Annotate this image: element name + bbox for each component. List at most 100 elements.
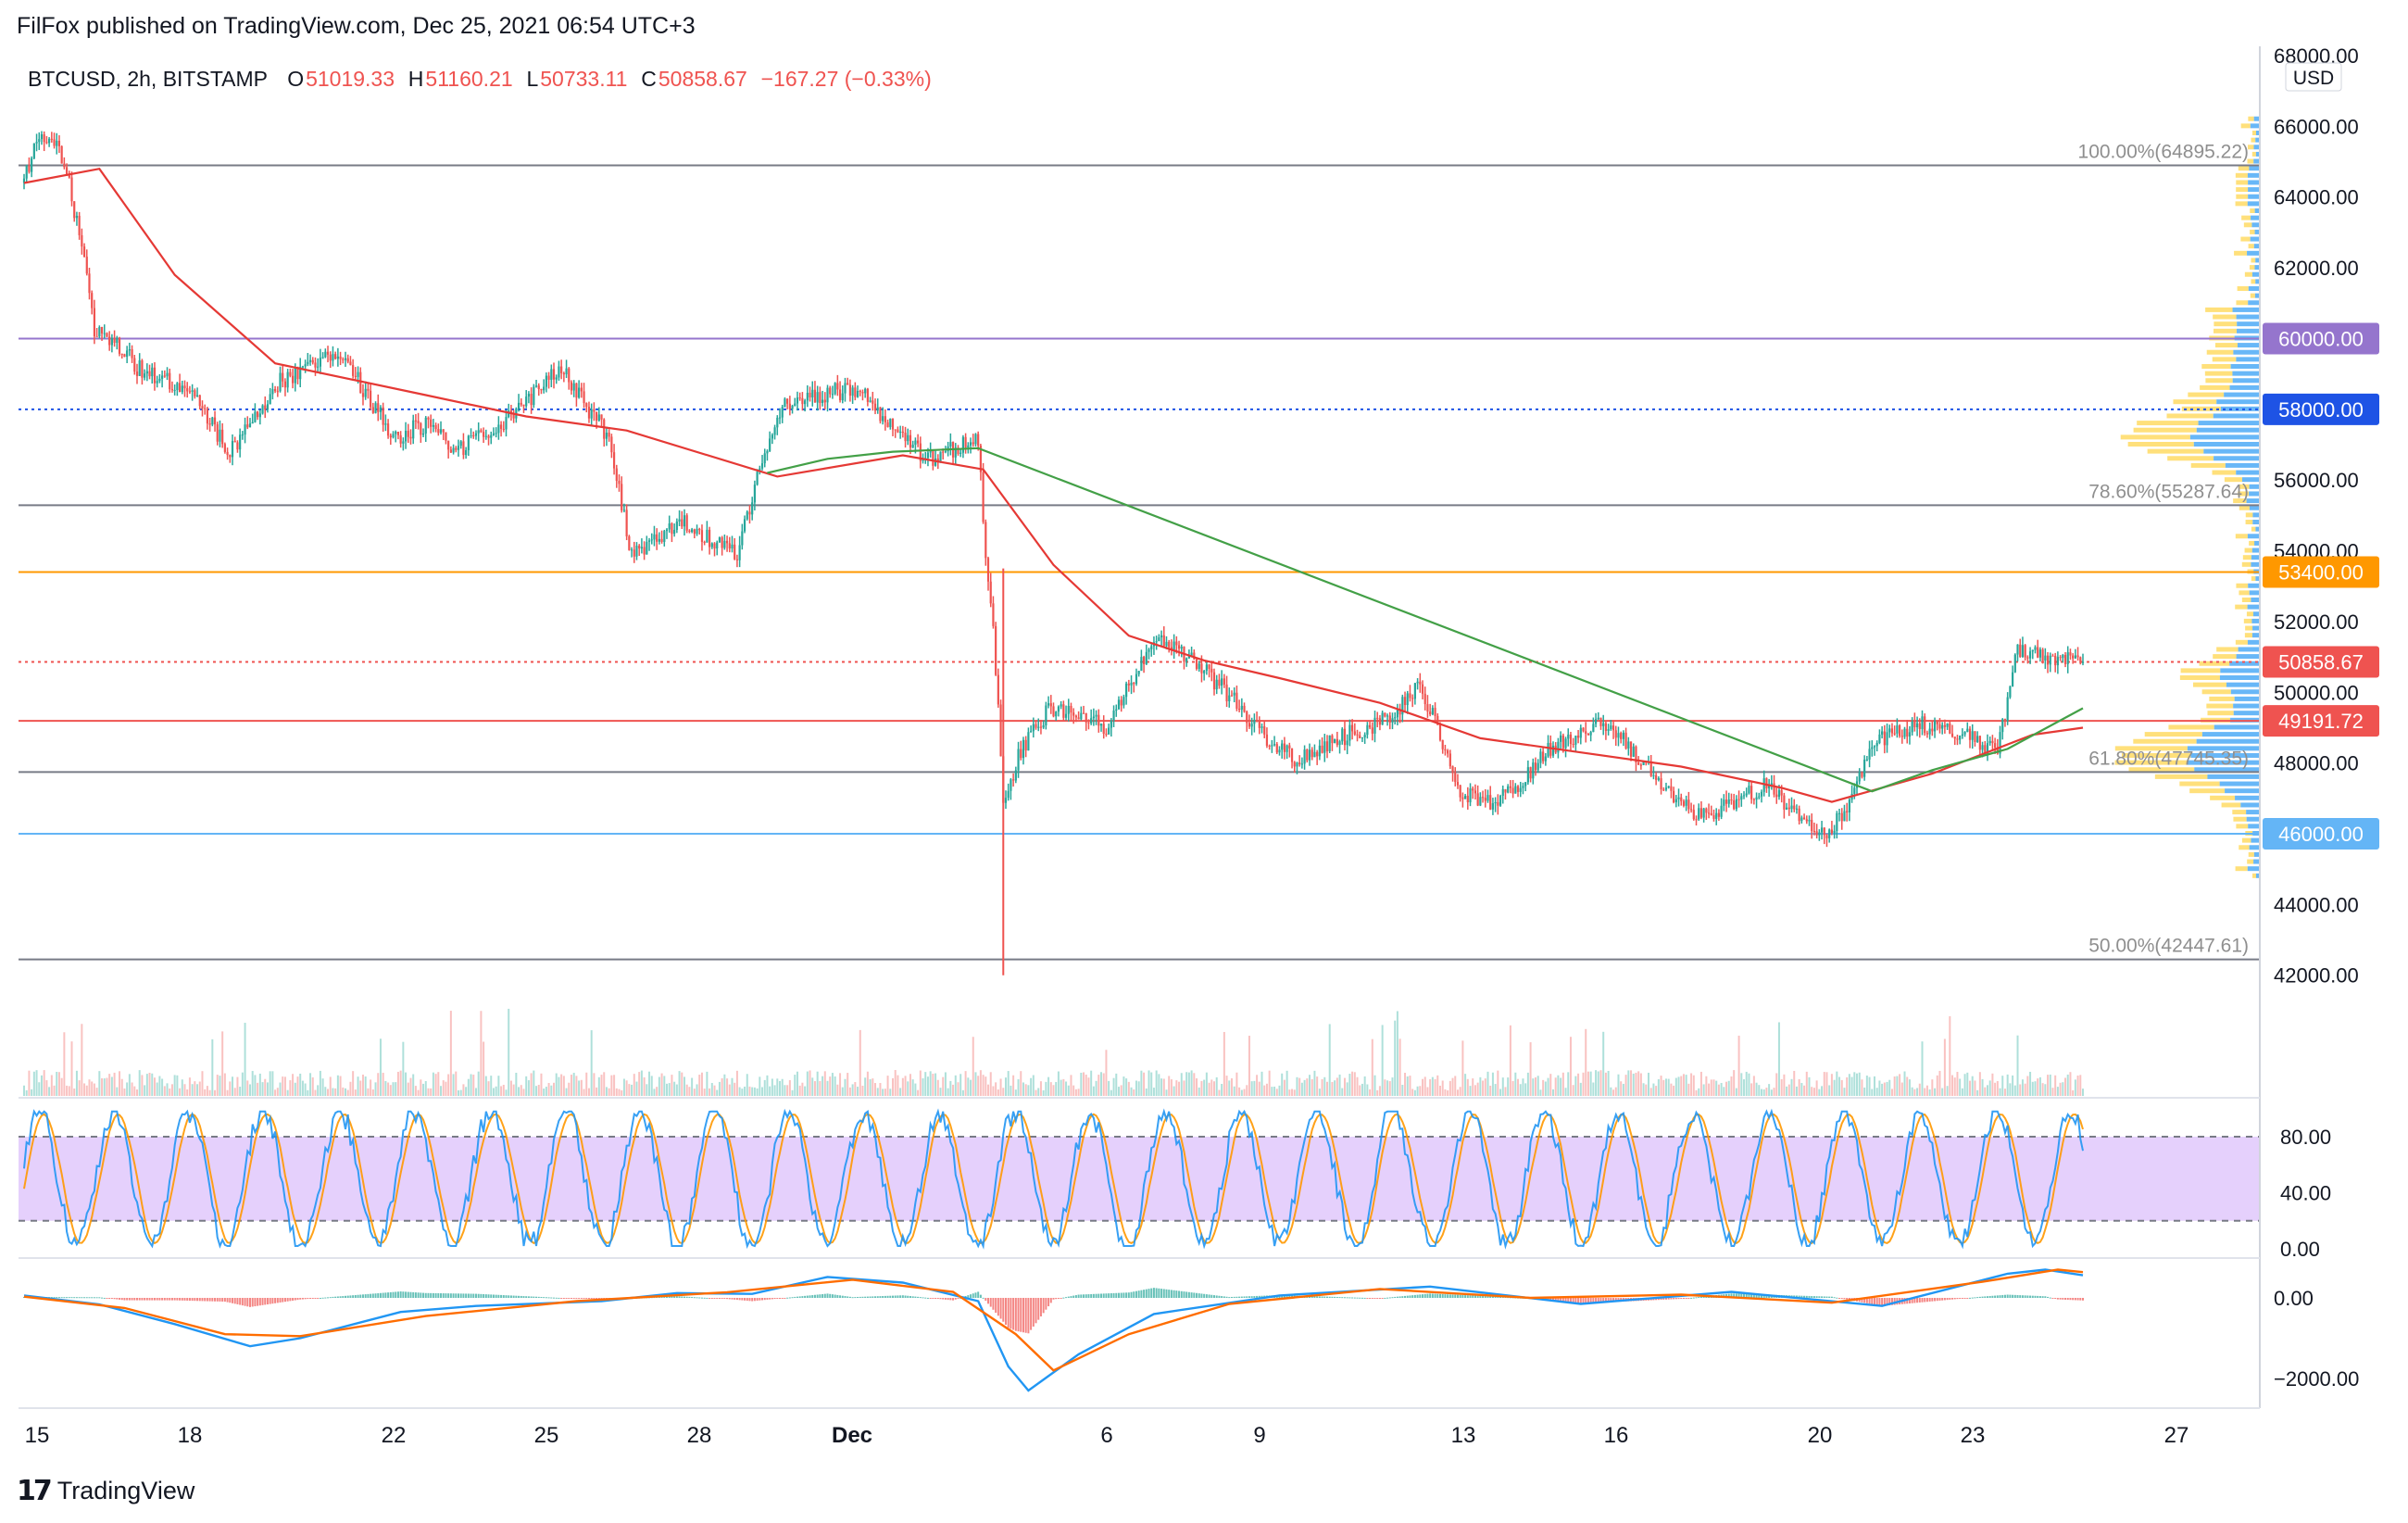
candle-body — [1391, 718, 1394, 723]
volume-profile-bar — [2252, 520, 2260, 524]
volume-profile-bar — [2204, 371, 2233, 376]
candle-body — [1010, 779, 1012, 791]
candle-body — [1148, 648, 1150, 652]
volume-bar — [1551, 1089, 1554, 1096]
candle-body — [141, 360, 144, 378]
macd-histogram-bar — [982, 1297, 985, 1299]
candle-body — [1811, 820, 1813, 831]
macd-histogram-bar — [735, 1298, 738, 1301]
macd-histogram-bar — [1187, 1291, 1190, 1298]
volume-bar — [861, 1085, 864, 1096]
candle-body — [1861, 772, 1863, 777]
macd-histogram-bar — [1431, 1293, 1434, 1298]
macd-histogram-bar — [110, 1298, 113, 1299]
volume-bar — [1786, 1086, 1788, 1096]
candle-body — [25, 165, 28, 179]
volume-bar — [407, 1082, 409, 1096]
candle-body — [291, 375, 295, 384]
candle-body — [681, 519, 684, 527]
volume-bar — [1780, 1078, 1783, 1096]
volume-bar — [1253, 1080, 1256, 1096]
macd-histogram-bar — [1482, 1295, 1485, 1298]
candle-body — [1328, 735, 1331, 751]
candle-body — [851, 387, 854, 396]
volume-bar — [899, 1088, 902, 1096]
candle-body — [1486, 795, 1489, 801]
volume-profile-bar — [2219, 781, 2260, 787]
macd-histogram-bar — [311, 1298, 314, 1299]
macd-histogram-bar — [367, 1293, 370, 1298]
candle-body — [186, 388, 189, 392]
volume-bar — [615, 1088, 618, 1096]
candle-body — [1903, 728, 1906, 737]
volume-bar — [1258, 1081, 1260, 1096]
macd-histogram-bar — [361, 1294, 364, 1298]
candle-body — [901, 431, 904, 434]
macd-histogram-bar — [1097, 1293, 1100, 1298]
volume-profile-bar — [2190, 462, 2226, 468]
macd-histogram-bar — [336, 1296, 339, 1298]
macd-histogram-bar — [459, 1293, 462, 1298]
volume-bar — [1730, 1076, 1733, 1096]
volume-bar — [40, 1075, 43, 1096]
volume-bar — [944, 1072, 947, 1096]
candle-body — [1873, 746, 1876, 748]
candle-body — [534, 385, 538, 387]
volume-profile-bar — [2147, 448, 2204, 454]
legend-symbol[interactable]: BTCUSD, 2h, BITSTAMP — [28, 67, 269, 91]
macd-histogram-bar — [693, 1297, 696, 1299]
macd-histogram-bar — [580, 1298, 583, 1299]
volume-bar — [1853, 1072, 1856, 1096]
volume-profile-bar — [2245, 625, 2253, 631]
macd-histogram-bar — [289, 1298, 292, 1302]
volume-bar — [738, 1087, 741, 1096]
volume-bar — [753, 1087, 756, 1096]
macd-histogram-bar — [1198, 1293, 1200, 1298]
volume-profile-bar — [2236, 654, 2260, 660]
volume-bar — [1110, 1089, 1112, 1096]
candle-body — [1828, 829, 1831, 838]
candle-body — [1158, 637, 1160, 642]
candle-body — [233, 441, 236, 443]
time-axis-label: Dec — [832, 1423, 872, 1448]
volume-profile-bar — [2236, 583, 2249, 588]
candle-body — [1664, 787, 1668, 790]
volume-bar — [668, 1083, 671, 1096]
volume-bar — [1328, 1024, 1331, 1096]
candle-body — [75, 215, 79, 219]
candle-body — [1293, 762, 1296, 767]
macd-histogram-bar — [1004, 1298, 1007, 1325]
candle-body — [914, 440, 917, 446]
macd-histogram-bar — [874, 1296, 877, 1298]
volume-bar — [1941, 1088, 1944, 1096]
macd-histogram-bar — [1986, 1296, 1988, 1298]
volume-bar — [1733, 1070, 1736, 1096]
candle-body — [148, 371, 151, 377]
candle-body — [1635, 746, 1637, 762]
volume-bar — [279, 1082, 282, 1096]
macd-histogram-bar — [1074, 1295, 1077, 1298]
candle-body — [1438, 724, 1442, 740]
macd-histogram-bar — [457, 1293, 459, 1298]
volume-bar — [1602, 1031, 1605, 1096]
candle-body — [710, 543, 713, 548]
candle-body — [1913, 722, 1916, 728]
candle-body — [590, 409, 593, 419]
candle-body — [1466, 795, 1469, 803]
macd-histogram-bar — [763, 1298, 766, 1301]
volume-profile-bar — [2236, 470, 2260, 475]
volume-profile-bar — [2207, 711, 2234, 716]
macd-histogram-bar — [894, 1295, 897, 1298]
volume-bar — [294, 1082, 296, 1096]
candle-body — [650, 539, 653, 541]
macd-histogram-bar — [1959, 1298, 1962, 1299]
price-pane: 100.00%(64895.22)78.60%(55287.64)61.80%(… — [19, 116, 2260, 1096]
volume-bar — [447, 1074, 450, 1096]
macd-histogram-bar — [1674, 1298, 1677, 1300]
tradingview-logo[interactable]: 𝟭𝟳 TradingView — [17, 1475, 194, 1507]
candle-body — [1187, 655, 1190, 659]
macd-histogram-bar — [1243, 1296, 1246, 1298]
macd-histogram-bar — [1366, 1298, 1369, 1299]
candle-body — [1200, 663, 1203, 673]
